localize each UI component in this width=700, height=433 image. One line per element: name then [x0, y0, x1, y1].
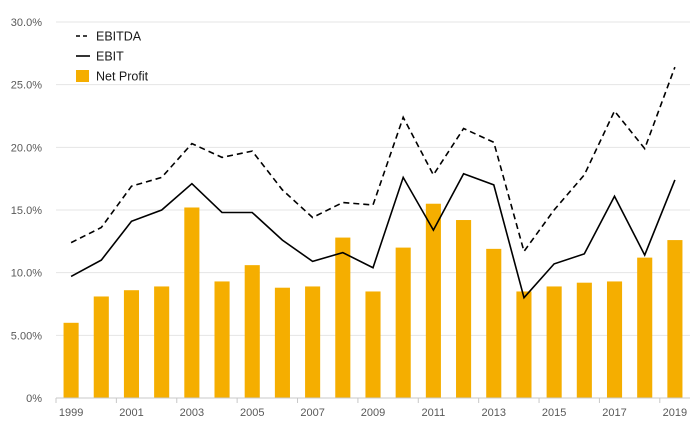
y-tick-label: 15.0% — [11, 205, 42, 217]
net-profit-bar — [546, 286, 562, 398]
net-profit-bar — [637, 257, 653, 398]
x-tick-label: 2011 — [422, 407, 446, 419]
net-profit-bar — [93, 296, 109, 398]
x-tick-label: 2013 — [482, 407, 506, 419]
net-profit-bar — [214, 281, 230, 398]
net-profit-bar — [154, 286, 170, 398]
ebit-line — [70, 172, 676, 300]
series-lines — [70, 66, 676, 300]
net-profit-bar — [184, 207, 200, 398]
net-profit-bar — [425, 203, 441, 398]
net-profit-bar — [667, 240, 683, 398]
net-profit-bar — [486, 248, 502, 398]
legend-label: EBIT — [96, 50, 124, 64]
x-tick-label: 2017 — [602, 407, 626, 419]
net-profit-bar — [63, 322, 79, 398]
y-tick-label: 10.0% — [11, 268, 42, 280]
x-tick-label: 2015 — [542, 407, 566, 419]
net-profit-bar — [305, 286, 321, 398]
net-profit-bar — [365, 291, 381, 398]
net-profit-bar — [274, 287, 290, 398]
x-tick-label: 2001 — [119, 407, 143, 419]
net-profit-bar — [123, 290, 140, 398]
x-tick-label: 2005 — [240, 407, 264, 419]
legend-swatch — [76, 70, 89, 82]
net-profit-bars — [63, 203, 683, 398]
net-profit-bar — [395, 247, 411, 398]
y-tick-label: 25.0% — [11, 80, 42, 92]
legend: EBITDA EBIT Net Profit — [76, 30, 149, 84]
x-tick-label: 2019 — [663, 407, 687, 419]
net-profit-bar — [335, 237, 351, 398]
y-tick-label: 0% — [26, 393, 42, 405]
y-tick-label: 30.0% — [11, 17, 42, 29]
net-profit-bar — [456, 220, 472, 398]
ebitda-line — [70, 66, 676, 254]
net-profit-bar — [244, 265, 260, 398]
legend-label: EBITDA — [96, 30, 142, 44]
y-tick-label: 5.00% — [11, 330, 42, 342]
x-axis: 1999 2001 2003 2005 2007 2009 2011 2013 2015 2017… — [55, 397, 690, 419]
net-profit-bar — [576, 282, 592, 398]
x-tick-label: 2003 — [180, 407, 204, 419]
x-tick-label: 2007 — [300, 407, 324, 419]
legend-label: Net Profit — [96, 70, 149, 84]
net-profit-bar — [606, 281, 623, 398]
y-axis: 0% 5.00% 10.0% 15.0% 20.0% 25.0% 30.0% — [11, 17, 42, 405]
gridlines — [56, 21, 690, 336]
y-tick-label: 20.0% — [11, 142, 42, 154]
net-profit-bar — [516, 291, 532, 398]
x-tick-label: 2009 — [361, 407, 385, 419]
x-tick-label: 1999 — [59, 407, 83, 419]
